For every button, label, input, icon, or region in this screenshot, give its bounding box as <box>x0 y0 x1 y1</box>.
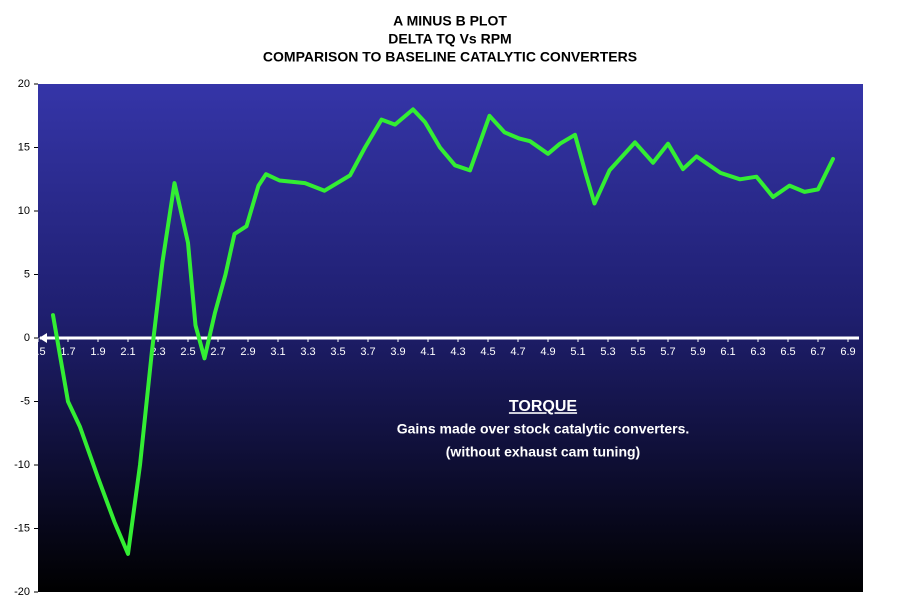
x-tick-label: 6.3 <box>750 346 765 358</box>
x-tick-label: 3.5 <box>330 346 345 358</box>
annotation-line: (without exhaust cam tuning) <box>446 444 640 460</box>
y-tick-label: -20 <box>14 586 30 598</box>
x-tick-label: 5.9 <box>690 346 705 358</box>
x-tick-label: 3.1 <box>270 346 285 358</box>
x-tick-label: 3.3 <box>300 346 315 358</box>
y-tick-label: -10 <box>14 459 30 471</box>
chart-title: DELTA TQ Vs RPM <box>388 31 511 47</box>
y-tick-label: -15 <box>14 522 30 534</box>
x-tick-label: 1.5 <box>30 346 45 358</box>
data-line <box>51 107 835 556</box>
annotation-line: Gains made over stock catalytic converte… <box>397 421 690 437</box>
x-tick-label: 5.3 <box>600 346 615 358</box>
y-tick-label: -5 <box>20 395 30 407</box>
x-tick-label: 4.1 <box>420 346 435 358</box>
x-tick-label: 2.1 <box>120 346 135 358</box>
chart-title: COMPARISON TO BASELINE CATALYTIC CONVERT… <box>263 49 637 65</box>
x-tick-label: 4.9 <box>540 346 555 358</box>
x-tick-label: 4.7 <box>510 346 525 358</box>
x-tick-label: 5.5 <box>630 346 645 358</box>
x-tick-label: 6.9 <box>840 346 855 358</box>
y-tick-label: 10 <box>18 205 30 217</box>
y-tick-label: 0 <box>24 332 30 344</box>
y-tick-label: 5 <box>24 268 30 280</box>
x-tick-label: 2.9 <box>240 346 255 358</box>
y-tick-label: 15 <box>18 141 30 153</box>
y-tick-label: 20 <box>18 78 30 90</box>
chart-title: A MINUS B PLOT <box>393 13 507 29</box>
x-tick-label: 6.7 <box>810 346 825 358</box>
x-tick-label: 4.5 <box>480 346 495 358</box>
x-tick-label: 2.7 <box>210 346 225 358</box>
x-tick-label: 5.7 <box>660 346 675 358</box>
x-tick-label: 6.1 <box>720 346 735 358</box>
annotation-heading: TORQUE <box>509 398 577 415</box>
x-tick-label: 3.7 <box>360 346 375 358</box>
x-tick-label: 6.5 <box>780 346 795 358</box>
x-tick-label: 5.1 <box>570 346 585 358</box>
x-tick-label: 1.9 <box>90 346 105 358</box>
x-tick-labels: 1.5 1.7 1.9 2.1 2.3 2.5 2.7 2.9 3.1 3.3 3.5 3.7 3.9 4… <box>30 338 856 358</box>
x-tick-label: 1.7 <box>60 346 75 358</box>
axis-arrow <box>39 333 47 343</box>
x-tick-label: 3.9 <box>390 346 405 358</box>
x-tick-label: 2.5 <box>180 346 195 358</box>
x-tick-label: 4.3 <box>450 346 465 358</box>
